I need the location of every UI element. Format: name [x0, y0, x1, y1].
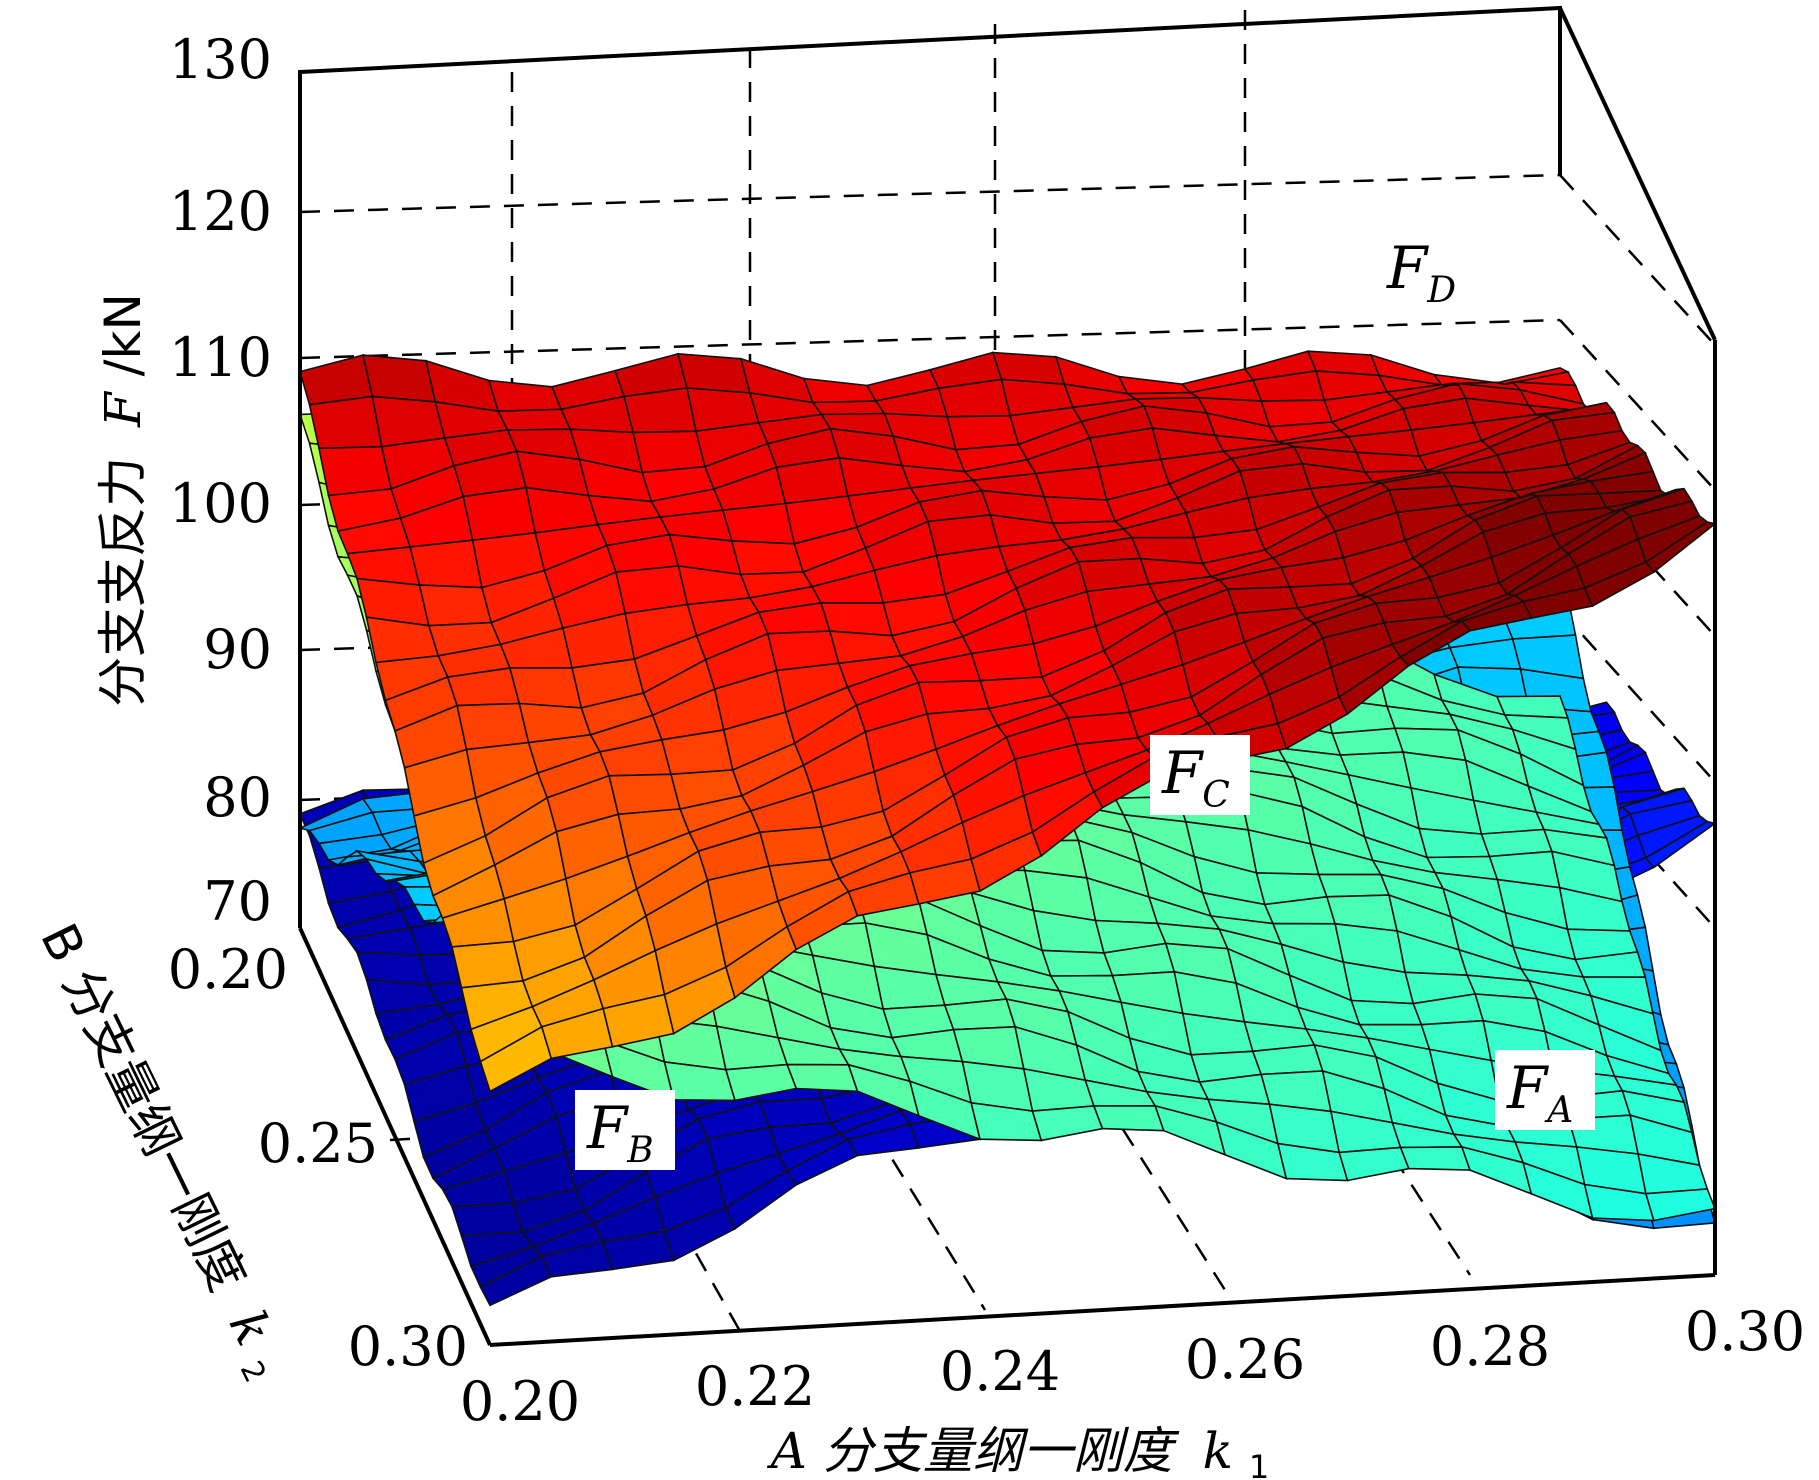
x-tick-label: 0.22: [695, 1355, 815, 1418]
axes-box: [298, 5, 1717, 1347]
surface-label-text: FD: [1386, 234, 1456, 311]
y-axis-title-var: k: [218, 1301, 283, 1354]
x-axis-title-sub: 1: [1249, 1448, 1269, 1480]
surface-cell: [1338, 1146, 1410, 1182]
surface-label-text: FA: [1506, 1054, 1573, 1131]
surface-cell: [409, 539, 483, 589]
surface-cell: [811, 400, 886, 416]
surface-cell: [802, 377, 878, 404]
y-tick-label: 0.25: [258, 1112, 378, 1175]
label-box: [1495, 1050, 1595, 1130]
z-ticks: 130 120 110 100 90 80 70: [169, 28, 272, 933]
label-box: [1375, 230, 1475, 310]
svg-text:A 分支量纲一刚度 k 1: A 分支量纲一刚度 k 1: [767, 1422, 1270, 1480]
surface-cell: [487, 379, 563, 413]
z-tick-label: 80: [203, 766, 272, 829]
surface-cell: [1092, 1105, 1165, 1132]
surface-label-F_D: FD: [1375, 230, 1475, 311]
z-axis-title-prefix: 分支支反力: [94, 457, 152, 707]
y-ticks: 0.20 0.25 0.30: [168, 938, 468, 1378]
x-axis-title: A 分支量纲一刚度 k 1: [767, 1422, 1270, 1480]
surface-cell: [418, 584, 493, 627]
x-axis-title-var: k: [1203, 1422, 1233, 1480]
z-tick-label: 120: [169, 180, 272, 243]
surface-labels: FB FA FC FD: [575, 230, 1595, 1171]
label-box: [1150, 735, 1250, 815]
surface-cell: [1355, 451, 1429, 473]
surface-cell: [496, 408, 572, 431]
surface-cell: [1117, 375, 1193, 395]
surface-cell: [1043, 495, 1117, 525]
z-tick-label: 110: [169, 326, 272, 389]
label-box: [575, 1090, 675, 1170]
surface-cell: [1317, 873, 1391, 898]
x-tick-label: 0.30: [1685, 1300, 1805, 1363]
z-tick-label: 100: [169, 472, 272, 535]
surface-cell: [676, 352, 751, 394]
surface-cell: [1331, 727, 1405, 756]
surface-cell: [721, 502, 796, 545]
surface-label-text: FB: [586, 1094, 654, 1171]
x-tick-label: 0.24: [940, 1340, 1060, 1403]
surface-cell: [451, 940, 524, 989]
surface-cell: [308, 395, 383, 450]
surface-cell: [608, 773, 682, 816]
surface-label-F_C: FC: [1150, 735, 1250, 816]
svg-text:分支支反力 F /kN: 分支支反力 F /kN: [94, 293, 152, 707]
surface-cell: [508, 667, 583, 709]
surface-cell: [450, 1202, 525, 1237]
x-axis-title-prefix: A 分支量纲一刚度: [767, 1422, 1180, 1480]
surface-cell: [786, 1063, 859, 1093]
surface-cell: [361, 354, 437, 403]
surface-label-F_B: FB: [575, 1090, 675, 1171]
y-tick-label: 0.30: [348, 1315, 468, 1378]
surface-cell: [943, 998, 1017, 1031]
surface-cell: [318, 445, 393, 497]
surface-cell: [1399, 1146, 1472, 1171]
x-ticks: 0.20 0.22 0.24 0.26 0.28 0.30: [460, 1300, 1805, 1433]
surface-cell: [1350, 999, 1423, 1026]
z-tick-label: 90: [203, 618, 272, 681]
surfaces-layer: [297, 350, 1717, 1307]
z-tick-label: 70: [203, 870, 272, 933]
surface-cell: [623, 387, 697, 434]
surface-cell: [462, 486, 537, 542]
y-axis-title-sub: 2: [233, 1356, 273, 1389]
surface-label-F_A: FA: [1495, 1050, 1595, 1131]
surface-cell: [730, 540, 805, 576]
x-tick-label: 0.28: [1430, 1315, 1550, 1378]
x-tick-label: 0.20: [460, 1370, 580, 1433]
z-axis-title-unit: /kN: [94, 293, 152, 376]
surface-cell: [632, 430, 706, 474]
z-axis-title-var: F: [94, 390, 152, 428]
surface-cell: [1034, 465, 1108, 501]
z-axis-title: 分支支反力 F /kN: [94, 293, 152, 707]
z-tick-label: 130: [169, 28, 272, 91]
y-tick-label: 0.20: [168, 938, 288, 1001]
surface-F_D: [299, 350, 1717, 1093]
surface-cell: [1040, 949, 1114, 977]
surface-cell: [758, 1097, 832, 1129]
surface-cell: [456, 702, 530, 751]
surface-cell: [1031, 1105, 1104, 1142]
surface-label-text: FC: [1161, 739, 1230, 816]
x-tick-label: 0.26: [1185, 1328, 1305, 1391]
